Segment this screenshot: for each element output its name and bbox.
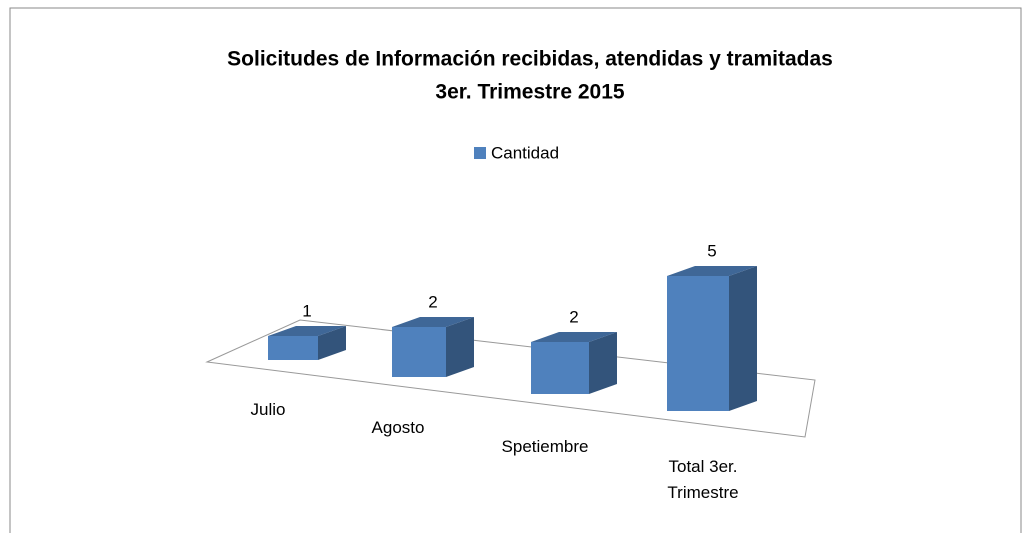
bar-side — [318, 326, 346, 360]
bar-top — [667, 266, 757, 276]
bar-side — [589, 332, 617, 394]
x-tick-label: Julio — [250, 400, 286, 419]
legend-label: Cantidad — [491, 143, 559, 162]
bar-side — [729, 266, 757, 411]
value-label: 2 — [569, 307, 578, 326]
chart-title: Solicitudes de Información recibidas, at… — [227, 48, 833, 71]
bar — [268, 326, 346, 360]
x-tick-label-box: Total 3er. Trimestre — [667, 457, 739, 502]
bar-front — [667, 276, 729, 411]
bar — [667, 266, 757, 411]
chart-subtitle: 3er. Trimestre 2015 — [435, 81, 624, 104]
x-tick-label: Agosto — [371, 418, 425, 437]
floor — [205, 319, 816, 438]
bar-front — [531, 342, 589, 394]
value-label: 1 — [302, 301, 311, 320]
x-tick-label-box: Julio — [250, 400, 286, 419]
value-label: 5 — [707, 241, 716, 260]
bar-front — [392, 327, 446, 377]
bar — [392, 317, 474, 377]
bar-top — [531, 332, 617, 342]
bar-top — [268, 326, 346, 336]
x-tick-label-box: Agosto — [371, 418, 425, 437]
legend-swatch — [474, 147, 486, 159]
bar-side — [446, 317, 474, 377]
bar — [531, 332, 617, 394]
bar-front — [268, 336, 318, 360]
x-tick-label: Spetiembre — [501, 437, 589, 456]
x-tick-label: Total 3er. Trimestre — [667, 457, 739, 502]
value-label: 2 — [428, 292, 437, 311]
chart-frame — [9, 7, 1022, 533]
x-tick-label-box: Spetiembre — [501, 437, 589, 456]
bar-top — [392, 317, 474, 327]
